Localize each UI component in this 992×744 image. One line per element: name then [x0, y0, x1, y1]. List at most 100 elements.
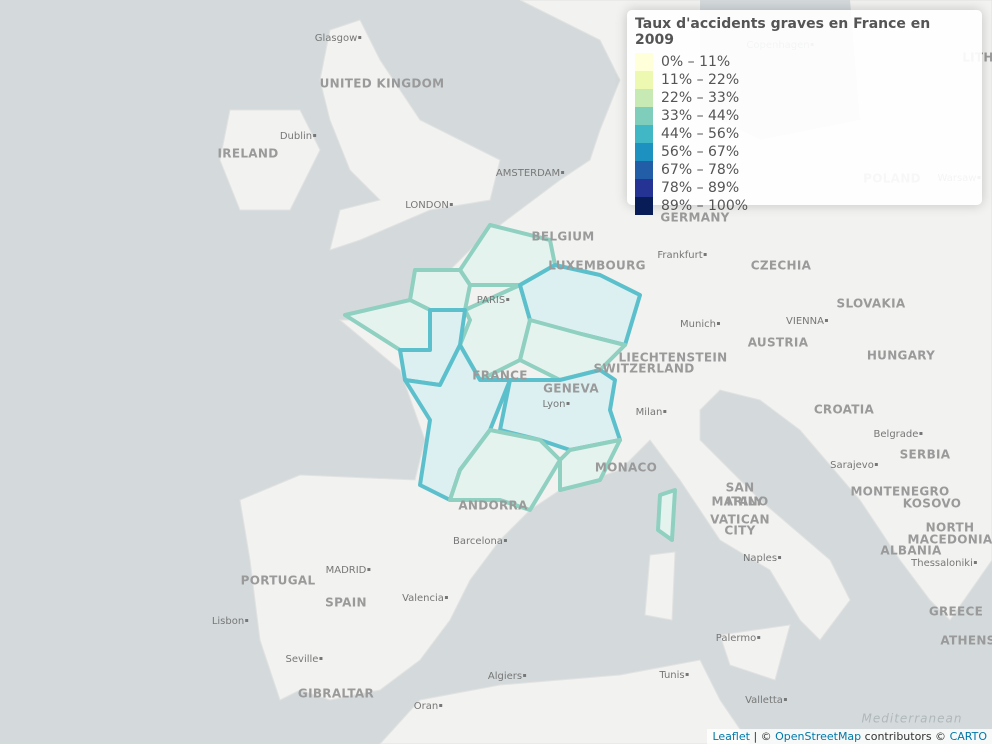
city-dot — [973, 561, 977, 564]
text: | © — [753, 730, 772, 743]
legend-item: 56% – 67% — [635, 143, 974, 161]
legend-item: 44% – 56% — [635, 125, 974, 143]
city-dot — [444, 596, 448, 599]
city-dot — [919, 432, 923, 435]
country-label: LIECHTENSTEIN — [618, 351, 727, 365]
link[interactable]: Leaflet — [712, 730, 750, 743]
city-label: LONDON — [405, 200, 449, 211]
legend-swatch — [635, 125, 653, 143]
city-label: Sarajevo — [830, 460, 874, 471]
country-label: ITALY — [727, 495, 764, 509]
country-label: GIBRALTAR — [298, 687, 374, 701]
sea-label: Mediterranean — [862, 712, 963, 726]
country-label: ALBANIA — [880, 544, 942, 558]
country-label: MONACO — [595, 461, 657, 475]
city-label: Dublin — [280, 131, 312, 142]
country-label: GENEVA — [543, 382, 599, 396]
legend-label: 44% – 56% — [661, 126, 740, 142]
legend-label: 11% – 22% — [661, 72, 740, 88]
attribution: Leaflet | © OpenStreetMap contributors ©… — [707, 729, 992, 744]
legend-item: 33% – 44% — [635, 107, 974, 125]
city-label: Naples — [743, 553, 777, 564]
legend: Taux d'accidents graves en France en 200… — [627, 10, 982, 215]
city-label: Valencia — [402, 593, 444, 604]
legend-item: 67% – 78% — [635, 161, 974, 179]
country-label: MACEDONIA — [908, 533, 992, 547]
city-label: Palermo — [716, 633, 756, 644]
city-label: AMSTERDAM — [496, 168, 560, 179]
city-label: Milan — [636, 407, 663, 418]
city-label: Lisbon — [212, 616, 244, 627]
country-label: CITY — [724, 524, 755, 538]
country-label: FRANCE — [472, 369, 528, 383]
legend-item: 78% – 89% — [635, 179, 974, 197]
region — [558, 438, 622, 492]
city-dot — [319, 657, 323, 660]
legend-title: Taux d'accidents graves en France en 200… — [635, 16, 931, 48]
country-label: BELGIUM — [531, 230, 594, 244]
city-dot — [874, 463, 878, 466]
france-regions — [343, 223, 677, 542]
country-label: SERBIA — [900, 448, 951, 462]
legend-swatch — [635, 161, 653, 179]
country-label: UNITED KINGDOM — [320, 77, 445, 91]
link[interactable]: CARTO — [949, 730, 987, 743]
legend-swatch — [635, 197, 653, 215]
city-dot — [439, 704, 443, 707]
legend-swatch — [635, 71, 653, 89]
legend-swatch — [635, 53, 653, 71]
city-dot — [824, 319, 828, 322]
country-label: HUNGARY — [867, 349, 935, 363]
country-label: SWITZERLAND — [594, 362, 695, 376]
city-label: Munich — [680, 319, 716, 330]
legend-swatch — [635, 89, 653, 107]
city-label: Seville — [286, 654, 319, 665]
country-label: GERMANY — [660, 211, 729, 225]
city-dot — [716, 322, 720, 325]
sardinia — [644, 551, 676, 621]
city-dot — [245, 619, 249, 622]
city-label: PARIS — [477, 295, 505, 306]
country-label: AUSTRIA — [748, 336, 809, 350]
city-label: Lyon — [542, 399, 565, 410]
legend-label: 33% – 44% — [661, 108, 740, 124]
country-label: SAN — [726, 481, 755, 495]
legend-swatch — [635, 179, 653, 197]
city-label: Algiers — [488, 671, 522, 682]
country-label: CZECHIA — [751, 259, 812, 273]
city-dot — [783, 698, 787, 701]
city-label: MADRID — [326, 565, 367, 576]
city-label: VIENNA — [786, 316, 824, 327]
city-label: Valletta — [745, 695, 783, 706]
city-label: Glasgow — [315, 33, 358, 44]
legend-label: 67% – 78% — [661, 162, 740, 178]
link[interactable]: OpenStreetMap — [775, 730, 862, 743]
city-dot — [685, 673, 689, 676]
uk — [319, 19, 501, 251]
legend-swatch — [635, 107, 653, 125]
city-dot — [561, 171, 565, 174]
legend-label: 78% – 89% — [661, 180, 740, 196]
country-label: SPAIN — [325, 596, 367, 610]
city-dot — [703, 253, 707, 256]
country-label: IRELAND — [218, 147, 279, 161]
text: contributors © — [864, 730, 947, 743]
region — [448, 428, 562, 512]
country-label: GREECE — [929, 605, 983, 619]
country-label: MARINO — [712, 495, 769, 509]
sicily — [719, 624, 791, 681]
country-label: LUXEMBOURG — [548, 259, 646, 273]
country-label: KOSOVO — [903, 497, 962, 511]
city-dot — [757, 636, 761, 639]
country-label: MONTENEGRO — [850, 485, 949, 499]
city-dot — [358, 36, 362, 39]
city-dot — [503, 539, 507, 542]
city-dot — [663, 410, 667, 413]
city-dot — [566, 402, 570, 405]
legend-items: 0% – 11% 11% – 22% 22% – 33% 33% – 44% 44% –… — [635, 53, 974, 215]
city-dot — [313, 134, 317, 137]
city-label: Thessaloniki — [910, 558, 973, 569]
region — [656, 488, 677, 542]
